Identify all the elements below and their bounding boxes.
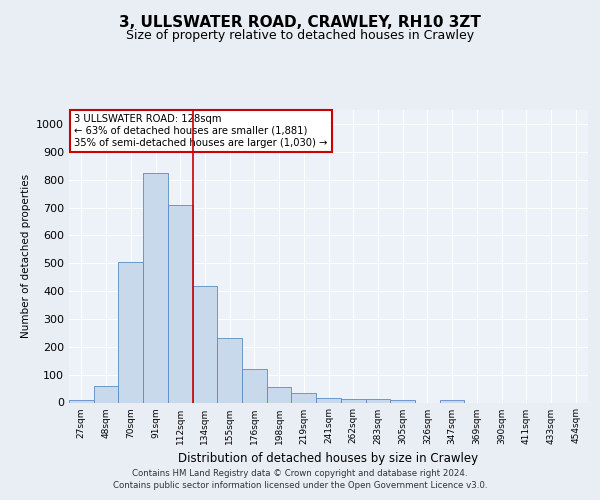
Bar <box>292 393 316 402</box>
Bar <box>69 400 94 402</box>
Bar <box>365 399 390 402</box>
Bar <box>440 400 464 402</box>
Bar <box>217 338 242 402</box>
Bar <box>118 262 143 402</box>
Text: Contains public sector information licensed under the Open Government Licence v3: Contains public sector information licen… <box>113 480 487 490</box>
Text: Contains HM Land Registry data © Crown copyright and database right 2024.: Contains HM Land Registry data © Crown c… <box>132 470 468 478</box>
Text: Size of property relative to detached houses in Crawley: Size of property relative to detached ho… <box>126 28 474 42</box>
Bar <box>242 369 267 402</box>
Bar <box>143 172 168 402</box>
Bar <box>193 286 217 403</box>
Bar <box>341 399 365 402</box>
Bar <box>168 204 193 402</box>
Text: 3, ULLSWATER ROAD, CRAWLEY, RH10 3ZT: 3, ULLSWATER ROAD, CRAWLEY, RH10 3ZT <box>119 15 481 30</box>
Bar <box>267 386 292 402</box>
Bar <box>94 386 118 402</box>
Bar <box>390 400 415 402</box>
X-axis label: Distribution of detached houses by size in Crawley: Distribution of detached houses by size … <box>178 452 479 465</box>
Y-axis label: Number of detached properties: Number of detached properties <box>20 174 31 338</box>
Bar <box>316 398 341 402</box>
Text: 3 ULLSWATER ROAD: 128sqm
← 63% of detached houses are smaller (1,881)
35% of sem: 3 ULLSWATER ROAD: 128sqm ← 63% of detach… <box>74 114 328 148</box>
